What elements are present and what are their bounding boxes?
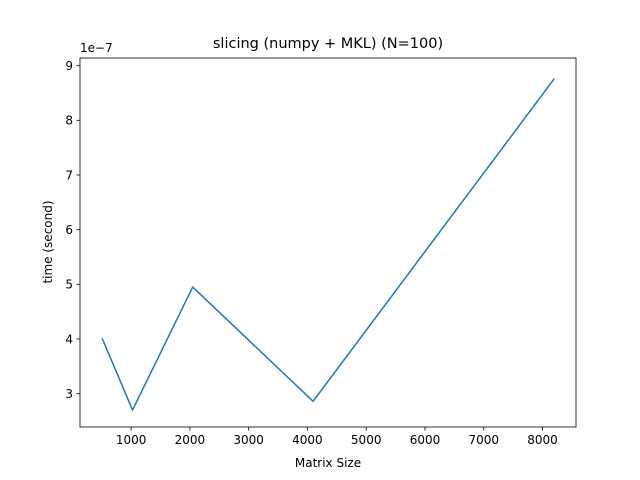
- x-tick-label: 7000: [468, 433, 499, 447]
- y-tick-label: 5: [65, 278, 73, 292]
- chart-title: slicing (numpy + MKL) (N=100): [213, 36, 443, 52]
- y-tick-label: 6: [65, 223, 73, 237]
- x-tick-label: 3000: [233, 433, 264, 447]
- plot-area: 1000 2000 3000 4000 5000 6000 7000 8000 3 4 5 6 7 8 9: [65, 57, 577, 447]
- x-tick-label: 8000: [527, 433, 558, 447]
- series-line-0: [101, 78, 555, 411]
- y-tick-label: 7: [65, 168, 73, 182]
- y-tick-label: 8: [65, 114, 73, 128]
- y-tick-label: 4: [65, 332, 73, 346]
- axes-frame: [79, 57, 577, 428]
- y-offset-label: 1e−7: [80, 41, 113, 55]
- y-tick-label: 9: [65, 59, 73, 73]
- y-tick-label: 3: [65, 387, 73, 401]
- x-tick-label: 6000: [410, 433, 441, 447]
- x-tick-label: 2000: [175, 433, 206, 447]
- y-axis-label: time (second): [41, 200, 55, 283]
- x-axis-label: Matrix Size: [295, 456, 361, 470]
- x-tick-label: 5000: [351, 433, 382, 447]
- x-tick-label: 4000: [292, 433, 323, 447]
- x-tick-label: 1000: [116, 433, 147, 447]
